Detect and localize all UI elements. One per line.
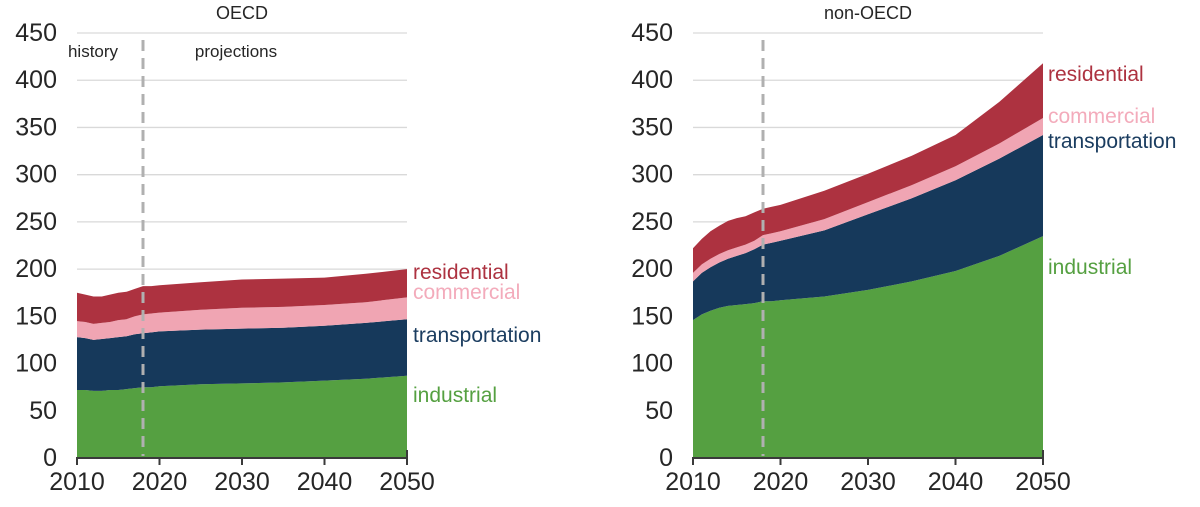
y-tick-label: 200 [15, 255, 57, 283]
y-tick-label: 300 [15, 161, 57, 189]
oecd-transportation-label: transportation [413, 324, 542, 347]
y-tick-label: 250 [631, 208, 673, 236]
oecd-chart-canvas: 0 50 100 150 200 250 300 350 400 450 2010 2020 2030 2… [15, 19, 435, 496]
y-tick-label: 400 [631, 66, 673, 94]
area-residential [77, 269, 407, 324]
x-tick-label: 2010 [49, 468, 105, 496]
y-tick-label: 0 [659, 444, 673, 472]
oecd-residential-label: residential [413, 261, 509, 284]
y-tick-label: 350 [15, 113, 57, 141]
y-tick-label: 450 [631, 19, 673, 47]
projections-label: projections [194, 42, 278, 61]
x-tick-label: 2020 [132, 468, 188, 496]
y-tick-label: 150 [631, 302, 673, 330]
x-tick-label: 2030 [840, 468, 896, 496]
y-tick-label: 400 [15, 66, 57, 94]
area-commercial [77, 297, 407, 340]
y-tick-label: 450 [15, 19, 57, 47]
x-tick-label: 2040 [928, 468, 984, 496]
oecd-commercial-label: commercial [413, 281, 521, 304]
area-transportation [693, 135, 1043, 321]
y-tick-label: 350 [631, 113, 673, 141]
area-residential [693, 63, 1043, 273]
oecd-chart-title: OECD [215, 3, 269, 23]
y-tick-label: 100 [631, 350, 673, 378]
x-tick-label: 2050 [379, 468, 435, 496]
y-tick-label: 150 [15, 302, 57, 330]
area-commercial [693, 118, 1043, 282]
non-oecd-commercial-label: commercial [1048, 105, 1156, 128]
y-tick-label: 250 [15, 208, 57, 236]
area-industrial [77, 375, 407, 458]
x-tick-label: 2020 [753, 468, 809, 496]
x-tick-label: 2040 [297, 468, 353, 496]
non-oecd-chart-canvas: 0 50 100 150 200 250 300 350 400 450 2010 2020 2030 2… [631, 19, 1071, 496]
x-tick-label: 2030 [214, 468, 270, 496]
area-transportation [77, 319, 407, 391]
oecd-industrial-label: industrial [413, 384, 498, 407]
y-tick-label: 50 [645, 397, 673, 425]
y-tick-label: 50 [29, 397, 57, 425]
y-tick-label: 0 [43, 444, 57, 472]
x-tick-label: 2010 [665, 468, 721, 496]
non-oecd-industrial-label: industrial [1048, 256, 1133, 279]
non-oecd-chart-title: non-OECD [823, 3, 913, 23]
area-industrial [693, 236, 1043, 458]
history-label: history [67, 42, 119, 61]
y-tick-label: 100 [15, 350, 57, 378]
y-tick-label: 300 [631, 161, 673, 189]
non-oecd-residential-label: residential [1048, 63, 1144, 86]
non-oecd-transportation-label: transportation [1048, 130, 1177, 153]
x-tick-label: 2050 [1015, 468, 1071, 496]
y-tick-label: 200 [631, 255, 673, 283]
